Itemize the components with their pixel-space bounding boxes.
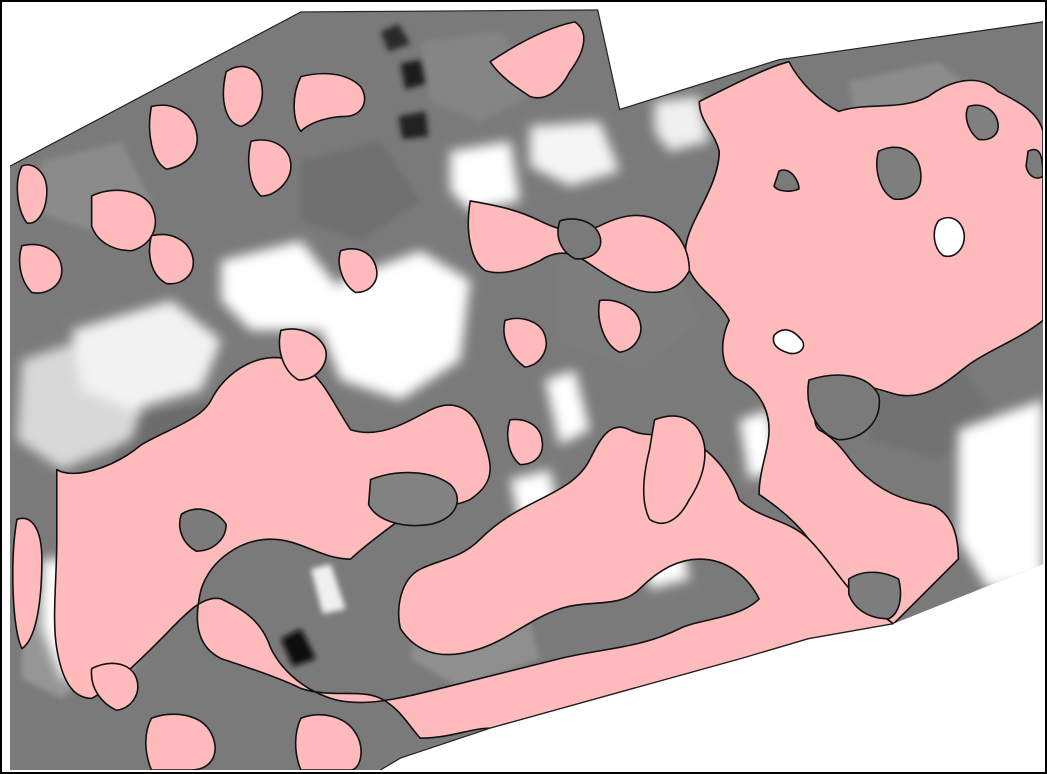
highlight-region[interactable] [642,415,706,524]
highlight-region[interactable] [90,662,139,712]
highlight-region[interactable] [507,418,544,466]
highlight-region[interactable] [598,299,642,353]
raster-bright-cell [71,300,222,410]
raster-light-cell [310,564,346,614]
highlight-layer [12,21,1044,771]
highlight-region[interactable] [293,72,366,133]
raster-island [1025,148,1044,179]
raster-island [773,169,800,192]
raster-dark-cell [398,111,429,140]
highlight-region[interactable] [148,104,199,170]
highlight-region[interactable] [16,164,48,224]
highlight-region[interactable] [278,328,327,381]
highlight-region[interactable] [684,60,1044,625]
raster-bright-cell [529,121,620,187]
highlight-region[interactable] [145,713,216,771]
highlight-region[interactable] [503,317,547,368]
raster-island [933,216,966,258]
raster-dark-cell [380,23,411,52]
highlight-region[interactable] [148,233,195,285]
highlight-region[interactable] [90,189,157,252]
highlight-region[interactable] [338,248,378,294]
raster-bright-cell [221,240,341,331]
raster-islands [178,104,1044,620]
raster-island [965,104,999,141]
raster-dark-cell [280,628,316,667]
raster-island [847,571,902,620]
highlight-region[interactable] [12,517,43,650]
raster-dark-cell [400,59,426,90]
highlight-region[interactable] [18,243,63,294]
data-extent-outline [9,9,1044,771]
raster-cell [300,141,421,241]
highlight-region[interactable] [489,21,585,99]
raster-island [807,374,881,441]
highlight-region[interactable] [222,65,263,128]
raster-bright-cell [654,96,710,152]
raster-bright-cell [450,141,521,211]
raster-island [557,218,602,260]
raster-bright-cell [958,399,1044,589]
raster-island [772,329,805,355]
raster-island [367,471,459,527]
raster-bright-cell [544,370,590,445]
raster-island [178,508,227,552]
raster-island [875,146,922,200]
highlight-region[interactable] [248,139,292,197]
highlight-region[interactable] [294,714,362,771]
